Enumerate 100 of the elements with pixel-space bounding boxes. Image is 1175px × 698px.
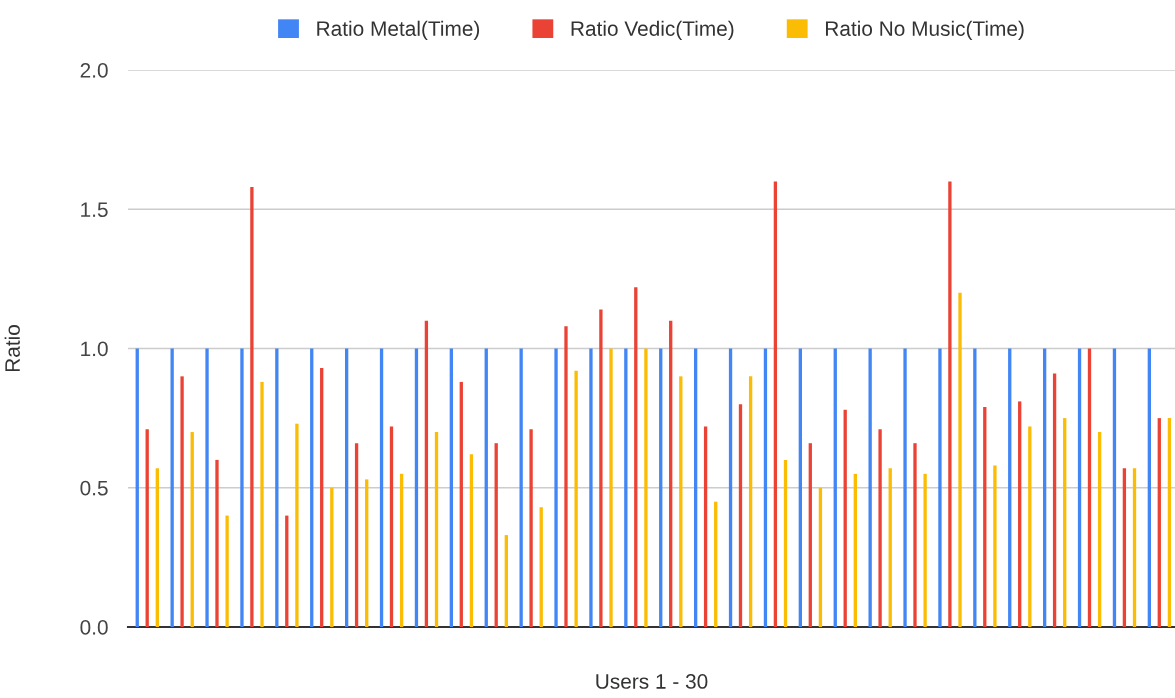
bar xyxy=(250,186,254,627)
bar xyxy=(948,181,952,627)
bar xyxy=(693,348,698,627)
bar xyxy=(644,348,648,627)
bar xyxy=(714,501,718,627)
bar xyxy=(1063,418,1067,627)
bar xyxy=(679,376,683,627)
bar xyxy=(1112,348,1117,627)
bar xyxy=(773,181,778,627)
bar xyxy=(275,348,279,627)
bar xyxy=(818,487,823,627)
bar xyxy=(903,348,907,627)
bar xyxy=(983,406,987,627)
legend-label: Ratio Metal(Time) xyxy=(317,20,480,41)
bar xyxy=(938,348,942,627)
bar xyxy=(1042,348,1047,627)
bar xyxy=(843,409,847,627)
bar xyxy=(574,370,578,627)
bar xyxy=(449,348,454,627)
bar xyxy=(923,473,927,627)
legend-label: Ratio No Music(Time) xyxy=(825,20,1024,41)
x-axis-title: Users 1 - 30 xyxy=(596,674,708,689)
bar xyxy=(285,515,289,627)
y-axis-title: Ratio xyxy=(4,325,20,372)
bar xyxy=(589,348,593,627)
bar xyxy=(624,348,628,627)
bar xyxy=(529,429,533,627)
bar xyxy=(330,487,334,627)
bar xyxy=(1052,373,1057,627)
bar xyxy=(180,376,184,627)
bar xyxy=(145,429,149,627)
bar xyxy=(913,443,917,627)
bar xyxy=(1008,348,1012,627)
bar xyxy=(958,292,962,627)
bar xyxy=(135,348,139,627)
bar xyxy=(748,376,753,627)
bar xyxy=(1018,401,1022,627)
bar xyxy=(519,348,523,627)
bar xyxy=(669,320,673,627)
bar xyxy=(703,426,708,627)
bar xyxy=(484,348,488,627)
bar xyxy=(1132,468,1137,627)
bar xyxy=(1077,348,1082,627)
bar xyxy=(833,348,837,627)
bar xyxy=(354,443,359,627)
bar xyxy=(170,348,174,627)
bar xyxy=(783,459,788,627)
bar xyxy=(599,309,603,627)
bar xyxy=(634,287,638,627)
bar xyxy=(504,535,508,627)
bar xyxy=(1087,348,1092,627)
bar xyxy=(379,348,384,627)
bar xyxy=(190,432,194,627)
bar xyxy=(728,348,733,627)
bar xyxy=(494,443,498,627)
bar xyxy=(1028,426,1032,627)
bar xyxy=(459,381,463,627)
bar xyxy=(1147,348,1152,627)
y-tick-label: 0.5 xyxy=(80,480,108,496)
bar xyxy=(798,348,803,627)
bar xyxy=(993,465,997,627)
bar xyxy=(868,348,872,627)
bar xyxy=(469,454,474,627)
bar xyxy=(365,479,369,627)
bar xyxy=(564,326,568,627)
bar xyxy=(554,348,558,627)
bar xyxy=(344,348,349,627)
y-tick-label: 2.0 xyxy=(80,63,108,78)
bar xyxy=(609,348,613,627)
bar xyxy=(399,473,404,627)
y-tick-label: 1.0 xyxy=(81,341,108,357)
bar xyxy=(1097,432,1102,627)
bar xyxy=(878,429,882,627)
bar xyxy=(295,423,299,627)
bar xyxy=(434,432,439,627)
bar xyxy=(738,404,743,627)
bar xyxy=(215,459,219,627)
bar xyxy=(205,348,209,627)
legend-label: Ratio Vedic(Time) xyxy=(571,20,734,41)
bar xyxy=(1122,468,1127,627)
bar xyxy=(155,468,159,627)
bar xyxy=(659,348,663,627)
bar xyxy=(260,381,264,627)
y-tick-label: 0.0 xyxy=(80,620,108,635)
bar xyxy=(539,507,543,627)
bar xyxy=(1157,418,1161,627)
bar xyxy=(853,473,857,627)
bar xyxy=(414,348,419,627)
bar xyxy=(389,426,394,627)
bar xyxy=(424,320,429,627)
bar xyxy=(808,443,812,627)
bar xyxy=(240,348,244,627)
bar xyxy=(973,348,977,627)
bar xyxy=(1167,418,1172,627)
bar xyxy=(320,368,324,627)
bar xyxy=(310,348,314,627)
bar xyxy=(888,468,892,627)
bar xyxy=(225,515,229,627)
y-tick-label: 1.5 xyxy=(81,202,108,217)
bar xyxy=(763,348,768,627)
